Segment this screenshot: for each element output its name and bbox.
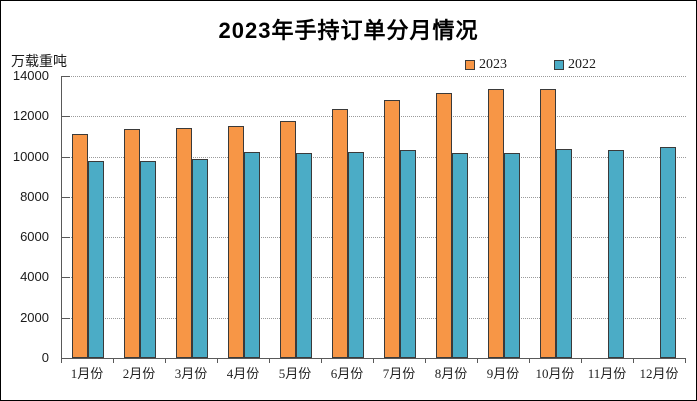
bar-2023-6月份 [332, 109, 348, 358]
y-tick-mark-4000 [62, 277, 70, 279]
x-label-11月份: 11月份 [587, 366, 627, 381]
gridline-12000 [62, 116, 686, 118]
bar-2023-1月份 [72, 134, 88, 358]
bar-2023-7月份 [384, 100, 400, 358]
y-tick-mark-8000 [62, 196, 70, 198]
y-tick-label-8000: 8000 [20, 188, 49, 204]
plot-area [61, 76, 686, 359]
y-tick-label-12000: 12000 [12, 108, 49, 124]
bar-2022-9月份 [504, 152, 520, 358]
x-label-12月份: 12月份 [639, 366, 679, 381]
y-tick-mark-12000 [62, 116, 70, 118]
legend-swatch-2022-icon [554, 60, 564, 70]
legend-label-2023: 2023 [479, 57, 507, 72]
gridline-10000 [62, 156, 686, 158]
x-tick-mark-11 [633, 358, 634, 363]
bar-2023-8月份 [436, 93, 452, 358]
bar-2022-11月份 [608, 149, 624, 358]
x-tick-mark-6 [373, 358, 374, 363]
bar-2022-3月份 [192, 158, 208, 358]
x-tick-mark-12 [685, 358, 686, 363]
x-tick-mark-1 [113, 358, 114, 363]
gridline-4000 [62, 277, 686, 279]
x-tick-mark-10 [581, 358, 582, 363]
legend-swatch-2023-icon [465, 60, 475, 70]
x-label-5月份: 5月份 [278, 366, 312, 381]
x-label-4月份: 4月份 [226, 366, 260, 381]
y-tick-label-14000: 14000 [12, 68, 49, 83]
bar-2022-6月份 [348, 151, 364, 358]
x-label-8月份: 8月份 [434, 366, 468, 381]
x-tick-mark-4 [269, 358, 270, 363]
x-label-10月份: 10月份 [535, 366, 575, 381]
y-tick-label-10000: 10000 [12, 148, 49, 164]
y-axis-unit-label: 万载重吨 [11, 55, 67, 70]
bar-2022-10月份 [556, 148, 572, 358]
gridline-8000 [62, 196, 686, 198]
gridline-2000 [62, 317, 686, 319]
x-label-3月份: 3月份 [174, 366, 208, 381]
bar-2022-7月份 [400, 149, 416, 358]
bar-2022-2月份 [140, 160, 156, 358]
x-label-1月份: 1月份 [70, 366, 104, 381]
y-tick-mark-10000 [62, 156, 70, 158]
bar-2023-5月份 [280, 121, 296, 358]
bar-2023-2月份 [124, 129, 140, 358]
y-tick-label-0: 0 [41, 350, 49, 365]
y-tick-mark-2000 [62, 317, 70, 319]
legend-item-2022: 2022 [554, 57, 596, 73]
gridline-14000 [62, 76, 686, 77]
bar-2023-3月份 [176, 128, 192, 358]
gridline-6000 [62, 237, 686, 239]
x-tick-mark-0 [61, 358, 62, 363]
legend-label-2022: 2022 [568, 57, 596, 72]
x-tick-mark-3 [217, 358, 218, 363]
x-tick-mark-8 [477, 358, 478, 363]
bar-2022-4月份 [244, 151, 260, 358]
x-tick-mark-5 [321, 358, 322, 363]
bar-2023-10月份 [540, 89, 556, 358]
bar-2023-4月份 [228, 126, 244, 358]
x-label-9月份: 9月份 [486, 366, 520, 381]
y-tick-label-2000: 2000 [20, 309, 49, 325]
chart-title: 2023年手持订单分月情况 [218, 18, 479, 43]
y-tick-mark-6000 [62, 237, 70, 239]
legend-item-2023: 2023 [465, 57, 507, 73]
legend: 2023 2022 [465, 57, 596, 73]
bar-2022-1月份 [88, 160, 104, 358]
y-tick-label-4000: 4000 [20, 269, 49, 285]
y-tick-mark-14000 [62, 76, 70, 77]
x-tick-mark-2 [165, 358, 166, 363]
x-label-6月份: 6月份 [330, 366, 364, 381]
x-tick-mark-7 [425, 358, 426, 363]
bar-2023-9月份 [488, 89, 504, 358]
bar-2022-8月份 [452, 152, 468, 358]
x-tick-mark-9 [529, 358, 530, 363]
y-tick-label-6000: 6000 [20, 229, 49, 245]
bar-2022-5月份 [296, 152, 312, 358]
x-label-7月份: 7月份 [382, 366, 416, 381]
x-label-2月份: 2月份 [122, 366, 156, 381]
bar-2022-12月份 [660, 146, 676, 358]
